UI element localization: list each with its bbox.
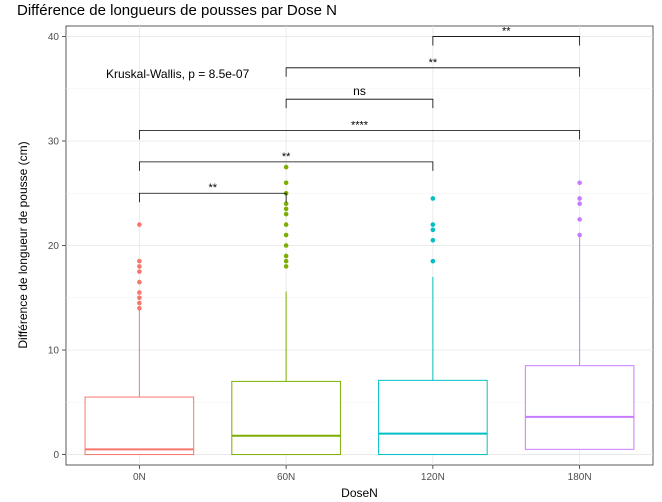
outlier-point: [137, 264, 142, 269]
outlier-point: [283, 253, 289, 259]
significance-label: **: [208, 182, 217, 194]
bracket: [138, 161, 434, 171]
outlier-point: [430, 258, 436, 264]
comparison-60N-180N: **: [285, 57, 581, 77]
y-axis-title: Différence de longueur de pousse (cm): [16, 141, 30, 348]
chart-title: Différence de longueurs de pousses par D…: [17, 2, 337, 19]
outlier-point: [577, 217, 582, 222]
x-tick-label: 0N: [133, 472, 146, 483]
significance-label: ****: [351, 120, 369, 132]
box: [231, 380, 341, 456]
bracket: [138, 192, 287, 203]
bracket: [285, 67, 581, 77]
y-tick-label: 20: [48, 241, 60, 252]
comparison-0N-60N: **: [138, 182, 287, 203]
outlier-point: [283, 243, 289, 248]
outlier-point: [137, 300, 142, 306]
boxplot-180N: [524, 180, 635, 450]
outlier-point: [430, 227, 436, 233]
outlier-point: [137, 222, 142, 227]
outlier-point: [137, 258, 142, 264]
significance-label: ns: [353, 84, 366, 98]
outlier-point: [430, 196, 436, 201]
outlier-point: [577, 201, 582, 206]
outlier-point: [577, 196, 582, 201]
outlier-point: [283, 232, 289, 238]
outlier-point: [430, 222, 436, 227]
outlier-point: [137, 279, 142, 285]
boxplots: [84, 164, 635, 456]
kruskal-wallis-annotation: Kruskal-Wallis, p = 8.5e-07: [106, 67, 250, 81]
y-tick-label: 40: [48, 32, 60, 43]
significance-label: **: [429, 57, 438, 69]
boxplot-60N: [231, 164, 341, 456]
outlier-point: [577, 180, 582, 186]
outlier-point: [577, 232, 582, 238]
box: [524, 365, 635, 450]
outlier-point: [283, 258, 289, 264]
y-tick-label: 30: [48, 136, 60, 147]
outlier-point: [137, 269, 142, 274]
bracket: [285, 98, 434, 109]
boxplot-120N: [378, 196, 488, 456]
outlier-point: [137, 290, 142, 295]
outlier-point: [430, 237, 436, 243]
bracket: [138, 130, 581, 140]
bracket: [432, 36, 581, 46]
outlier-point: [283, 264, 289, 269]
outlier-point: [283, 206, 289, 212]
significance-label: **: [282, 151, 291, 163]
significance-brackets: ********ns****: [138, 25, 581, 203]
significance-label: **: [502, 25, 511, 37]
comparison-60N-120N: ns: [285, 84, 434, 109]
outlier-point: [137, 305, 142, 311]
comparison-0N-120N: **: [138, 151, 434, 171]
y-tick-label: 0: [53, 450, 59, 461]
outlier-point: [137, 295, 142, 301]
outlier-point: [283, 180, 289, 186]
outlier-point: [283, 222, 289, 227]
box: [378, 379, 488, 456]
x-tick-label: 180N: [568, 472, 592, 483]
x-tick-label: 120N: [421, 472, 445, 483]
x-tick-label: 60N: [277, 472, 295, 483]
axes: 0 10 20 30 40 0N 60N 120N 180N: [48, 32, 592, 483]
comparison-0N-180N: ****: [138, 120, 581, 140]
x-axis-title: DoseN: [341, 486, 378, 500]
box: [84, 396, 195, 456]
outlier-point: [283, 201, 289, 206]
boxplot-0N: [84, 222, 195, 456]
outlier-point: [283, 211, 289, 217]
comparison-120N-180N: **: [432, 25, 581, 46]
outlier-point: [283, 164, 289, 170]
y-tick-label: 10: [48, 346, 60, 357]
